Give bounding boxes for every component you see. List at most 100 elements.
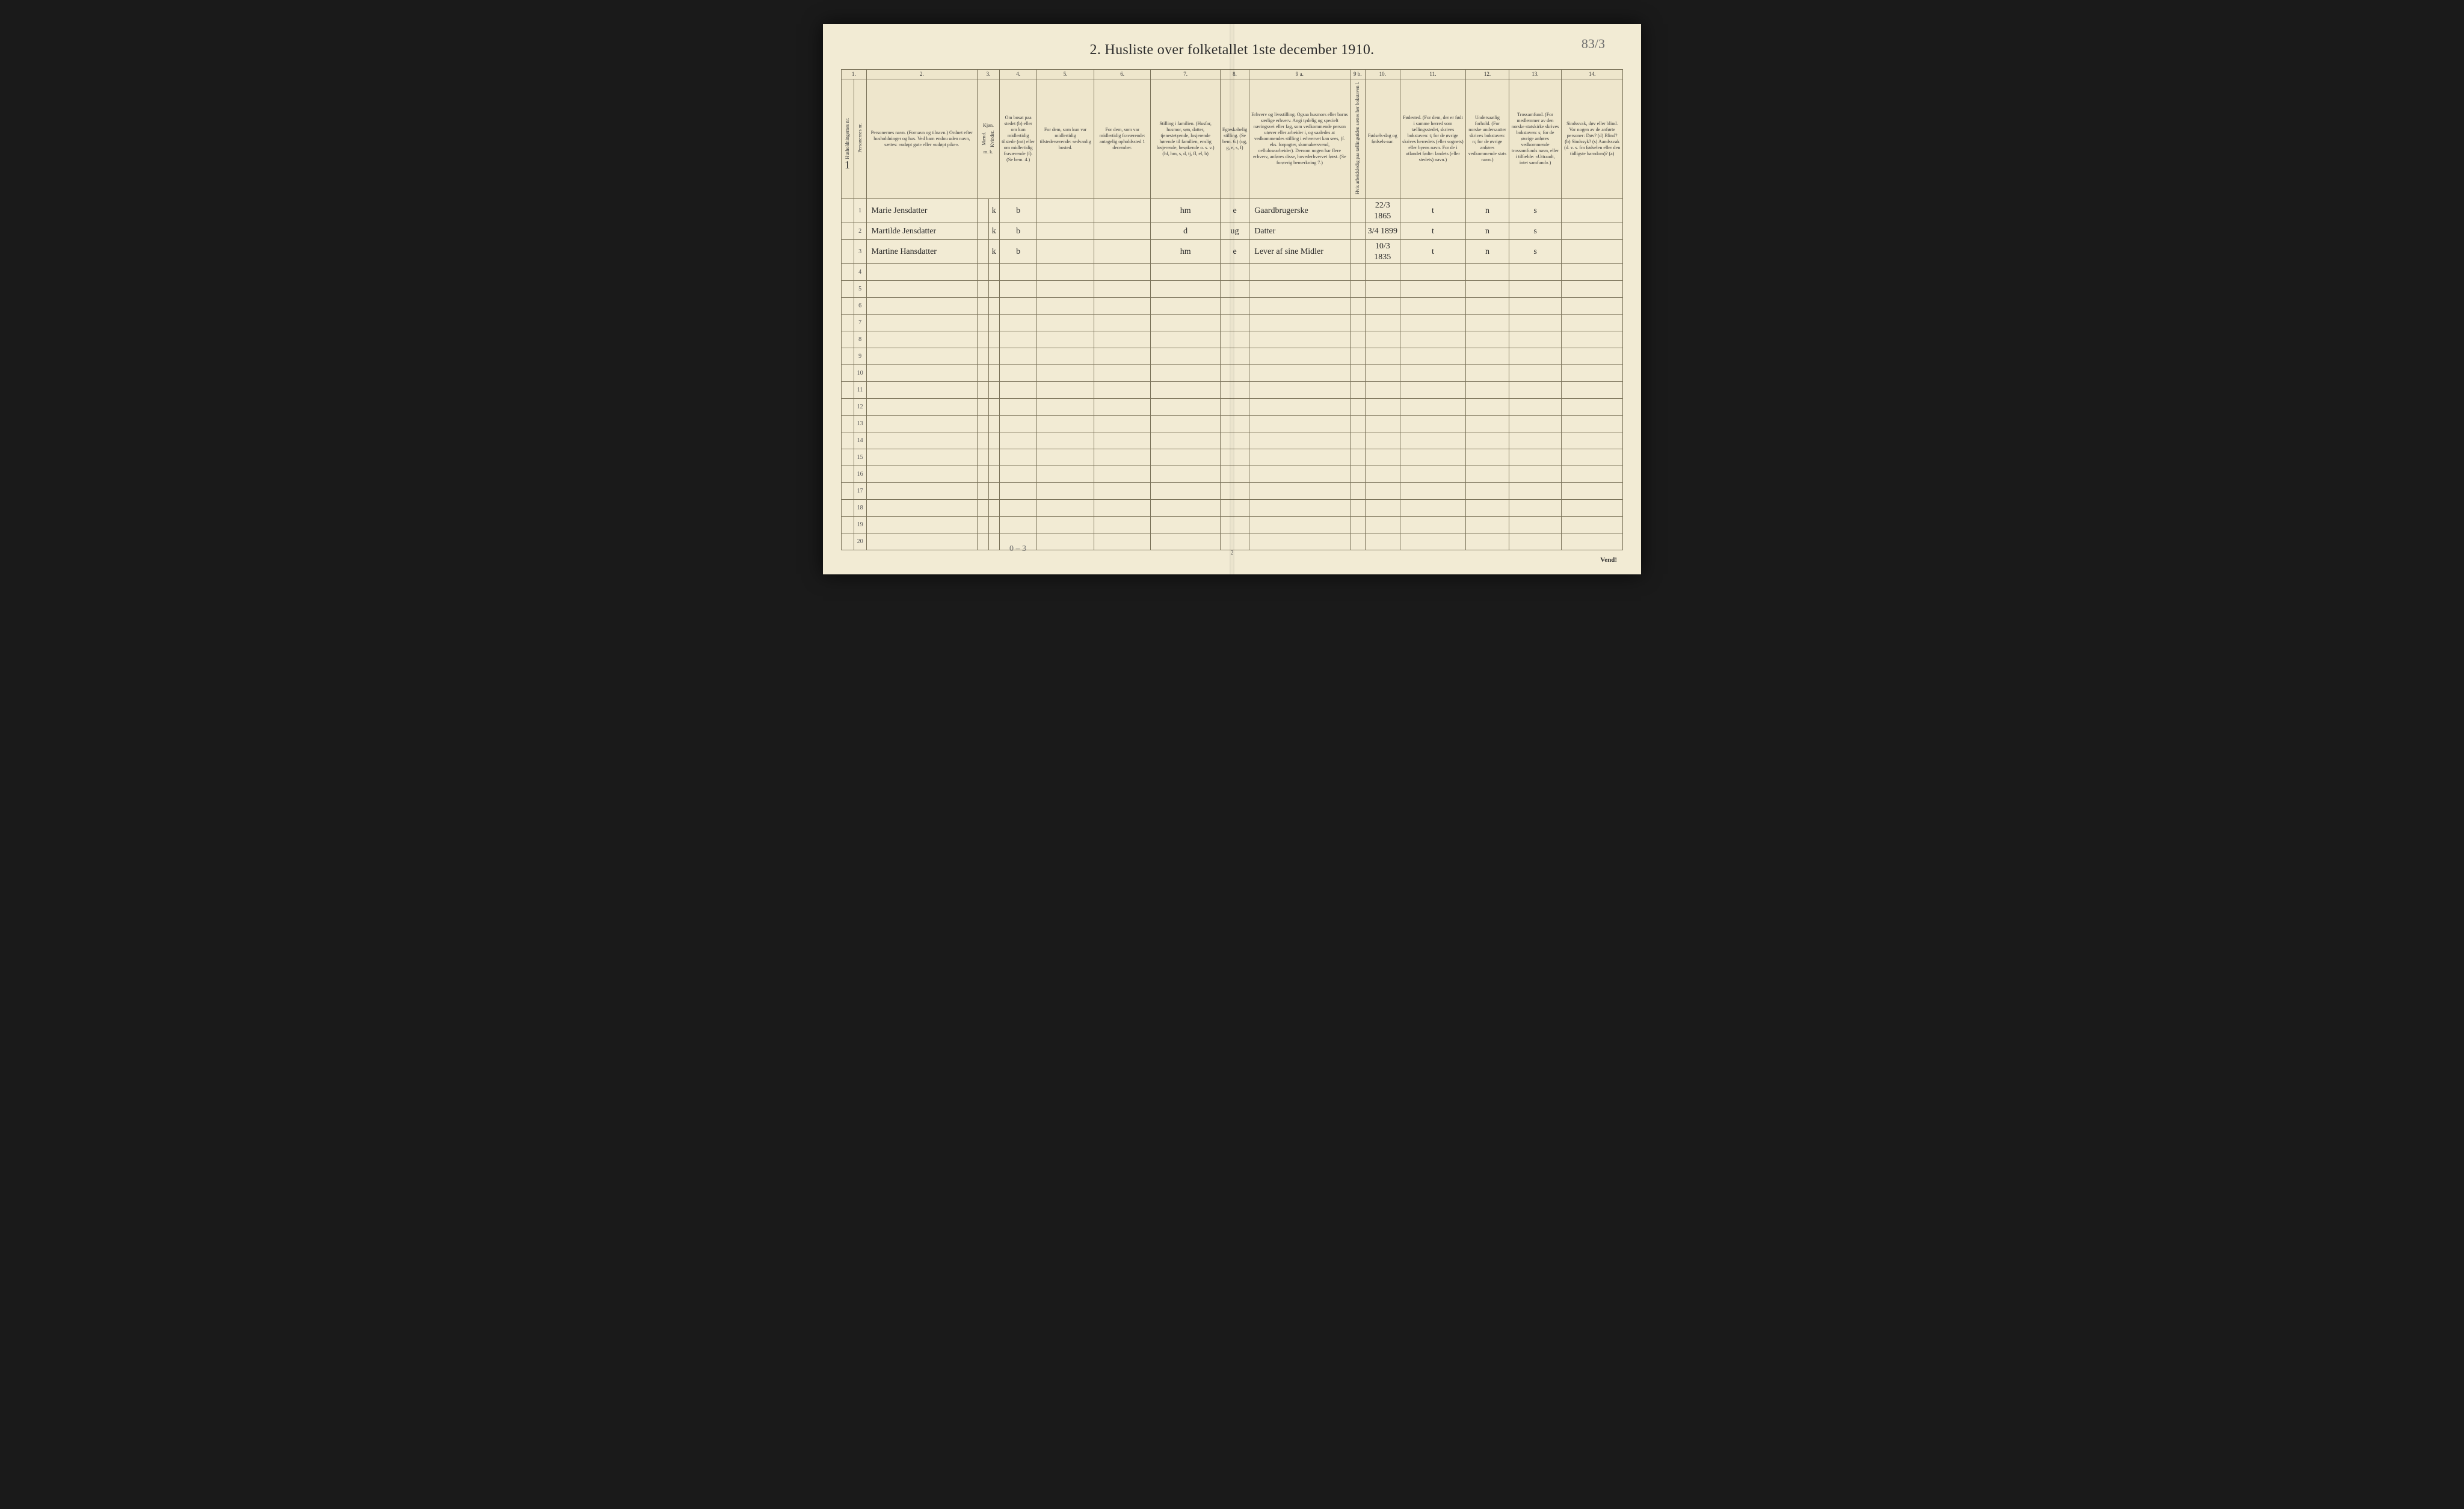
cell-dob — [1365, 500, 1400, 517]
cell-occupation — [1249, 281, 1350, 298]
cell-nationality: n — [1466, 223, 1509, 240]
cell-name — [866, 432, 978, 449]
cell-disability — [1562, 223, 1623, 240]
cell-hh-nr — [842, 348, 854, 365]
cell-sex-k — [988, 399, 999, 416]
cell-residence — [1000, 365, 1037, 382]
cell-temp-absent — [1094, 365, 1151, 382]
cell-sex-k — [988, 483, 999, 500]
cell-nationality — [1466, 348, 1509, 365]
header-midlertidig-tilstede: For dem, som kun var midlertidig tilsted… — [1037, 79, 1094, 199]
cell-nationality — [1466, 533, 1509, 550]
cell-temp-absent — [1094, 315, 1151, 331]
cell-birthplace — [1400, 432, 1466, 449]
cell-family-pos — [1151, 281, 1220, 298]
cell-residence — [1000, 466, 1037, 483]
cell-sex-m — [978, 331, 988, 348]
cell-marital — [1220, 298, 1249, 315]
header-undersaatlig: Undersaatlig forhold. (For norske unders… — [1466, 79, 1509, 199]
cell-unemployed — [1350, 298, 1365, 315]
cell-birthplace: t — [1400, 240, 1466, 264]
cell-occupation — [1249, 466, 1350, 483]
cell-marital — [1220, 382, 1249, 399]
cell-temp-absent — [1094, 449, 1151, 466]
bottom-annotation: 0 – 3 — [1009, 544, 1026, 554]
cell-unemployed — [1350, 331, 1365, 348]
cell-temp-present — [1037, 223, 1094, 240]
cell-unemployed — [1350, 466, 1365, 483]
cell-sex-k — [988, 281, 999, 298]
colnum: 10. — [1365, 70, 1400, 79]
cell-hh-nr — [842, 264, 854, 281]
cell-birthplace: t — [1400, 223, 1466, 240]
table-row: 12 — [842, 399, 1623, 416]
cell-residence: b — [1000, 223, 1037, 240]
cell-disability — [1562, 240, 1623, 264]
cell-dob — [1365, 466, 1400, 483]
cell-family-pos: hm — [1151, 199, 1220, 223]
cell-temp-present — [1037, 416, 1094, 432]
cell-family-pos — [1151, 517, 1220, 533]
cell-nationality — [1466, 500, 1509, 517]
cell-hh-nr — [842, 500, 854, 517]
cell-birthplace — [1400, 382, 1466, 399]
cell-residence — [1000, 331, 1037, 348]
cell-religion — [1509, 331, 1562, 348]
cell-name — [866, 365, 978, 382]
cell-nationality: n — [1466, 240, 1509, 264]
cell-disability — [1562, 382, 1623, 399]
cell-occupation — [1249, 533, 1350, 550]
cell-temp-absent — [1094, 331, 1151, 348]
colnum: 2. — [866, 70, 978, 79]
cell-temp-absent — [1094, 264, 1151, 281]
cell-sex-m — [978, 500, 988, 517]
cell-nationality — [1466, 399, 1509, 416]
cell-sex-m — [978, 466, 988, 483]
cell-sex-k — [988, 466, 999, 483]
footer-vend: Vend! — [1600, 556, 1617, 564]
cell-unemployed — [1350, 240, 1365, 264]
cell-occupation — [1249, 331, 1350, 348]
cell-name: Martine Hansdatter — [866, 240, 978, 264]
cell-family-pos — [1151, 432, 1220, 449]
cell-hh-nr — [842, 315, 854, 331]
cell-residence — [1000, 483, 1037, 500]
colnum: 7. — [1151, 70, 1220, 79]
cell-family-pos — [1151, 331, 1220, 348]
cell-sex-k — [988, 517, 999, 533]
cell-hh-nr — [842, 223, 854, 240]
cell-dob — [1365, 281, 1400, 298]
cell-religion — [1509, 449, 1562, 466]
cell-sex-k — [988, 331, 999, 348]
cell-unemployed — [1350, 315, 1365, 331]
cell-sex-m — [978, 348, 988, 365]
cell-temp-absent — [1094, 240, 1151, 264]
cell-disability — [1562, 264, 1623, 281]
cell-disability — [1562, 399, 1623, 416]
cell-marital — [1220, 264, 1249, 281]
cell-family-pos: d — [1151, 223, 1220, 240]
cell-dob — [1365, 517, 1400, 533]
header-erhverv: Erhverv og livsstilling. Ogsaa husmors e… — [1249, 79, 1350, 199]
cell-nationality — [1466, 264, 1509, 281]
colnum: 5. — [1037, 70, 1094, 79]
cell-temp-absent — [1094, 416, 1151, 432]
cell-residence — [1000, 348, 1037, 365]
page-title: 2. Husliste over folketallet 1ste decemb… — [841, 42, 1623, 58]
cell-temp-absent — [1094, 348, 1151, 365]
cell-hh-nr — [842, 331, 854, 348]
table-row: 15 — [842, 449, 1623, 466]
cell-temp-present — [1037, 399, 1094, 416]
cell-temp-present — [1037, 264, 1094, 281]
cell-family-pos — [1151, 466, 1220, 483]
cell-temp-present — [1037, 466, 1094, 483]
cell-marital — [1220, 517, 1249, 533]
cell-disability — [1562, 298, 1623, 315]
cell-occupation: Lever af sine Midler — [1249, 240, 1350, 264]
cell-disability — [1562, 449, 1623, 466]
cell-birthplace — [1400, 348, 1466, 365]
cell-marital — [1220, 449, 1249, 466]
cell-marital — [1220, 365, 1249, 382]
cell-person-nr: 4 — [854, 264, 866, 281]
cell-family-pos — [1151, 500, 1220, 517]
